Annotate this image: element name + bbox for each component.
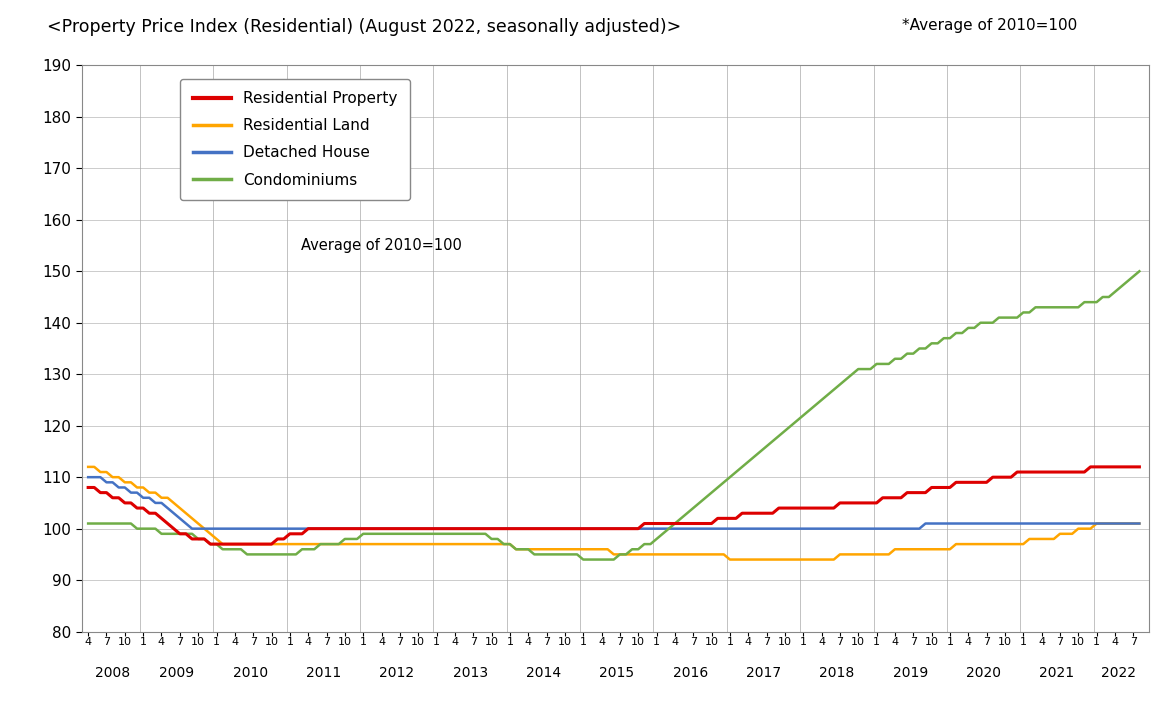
Text: Average of 2010=100: Average of 2010=100 bbox=[301, 238, 462, 253]
Text: <Property Price Index (Residential) (August 2022, seasonally adjusted)>: <Property Price Index (Residential) (Aug… bbox=[47, 18, 681, 36]
Legend: Residential Property, Residential Land, Detached House, Condominiums: Residential Property, Residential Land, … bbox=[180, 78, 409, 200]
Text: *Average of 2010=100: *Average of 2010=100 bbox=[902, 18, 1078, 33]
